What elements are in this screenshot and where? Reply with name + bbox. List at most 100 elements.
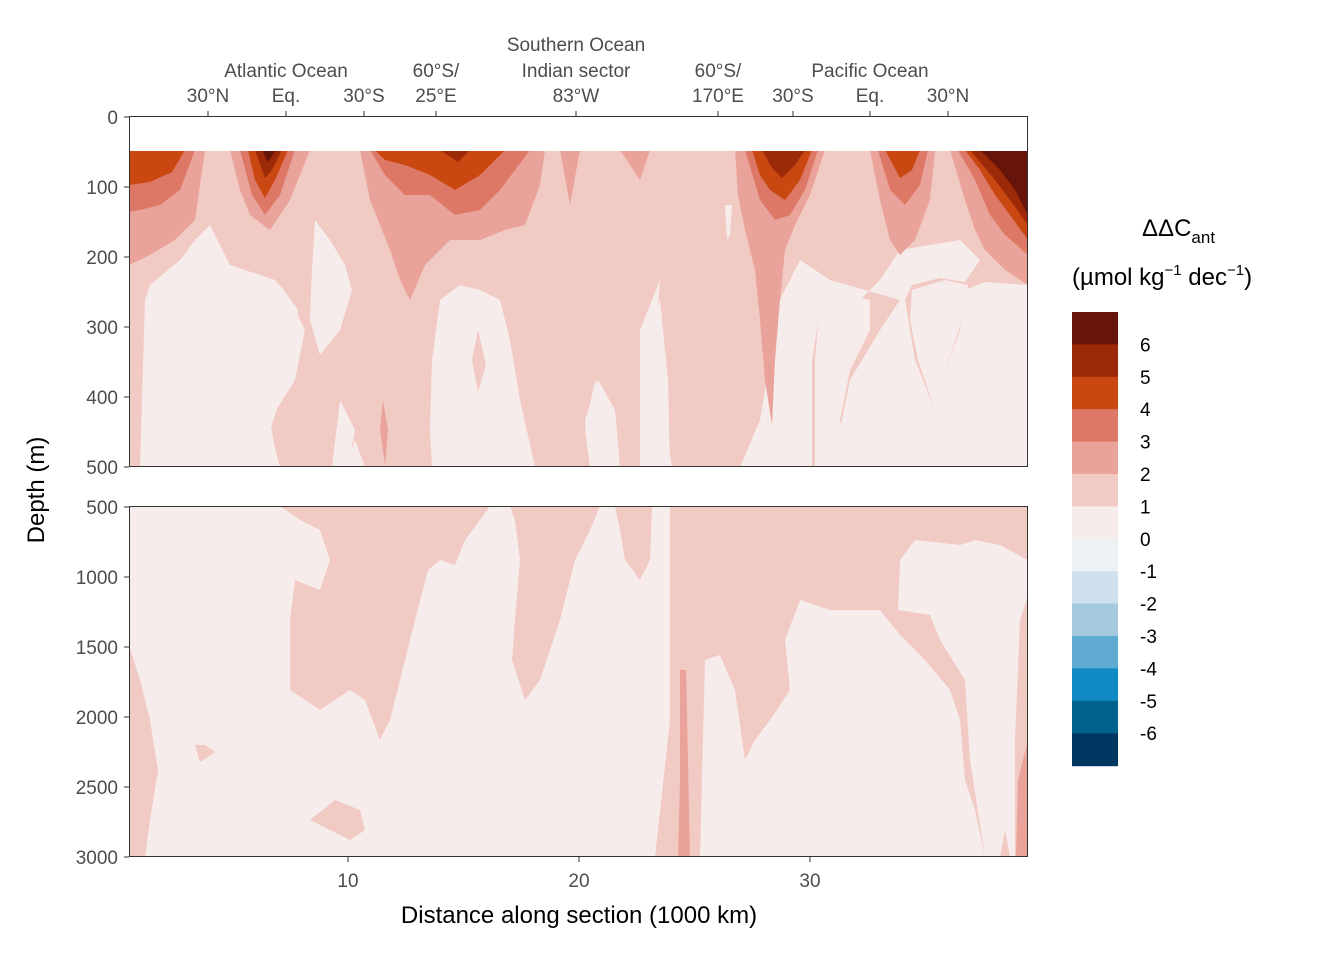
legend-label: 5 bbox=[1140, 368, 1151, 389]
region-label-pacific: Pacific Ocean bbox=[811, 61, 928, 82]
top-tick-label: 30°S bbox=[772, 86, 813, 107]
field-level-6 bbox=[980, 150, 1028, 215]
field-level-0-pocket bbox=[700, 655, 755, 857]
legend-swatch bbox=[1072, 312, 1118, 345]
region-label-southern-line2: Indian sector bbox=[522, 61, 631, 82]
legend-swatch bbox=[1072, 571, 1118, 605]
y-tick-label: 1000 bbox=[76, 568, 118, 589]
legend-labels: 6 5 4 3 2 1 0 -1 -2 -3 -4 -5 -6 bbox=[1140, 335, 1157, 745]
legend-swatch bbox=[1072, 668, 1118, 702]
field-level-0-pocket bbox=[140, 240, 298, 467]
legend-swatch bbox=[1072, 733, 1118, 767]
legend-label: -3 bbox=[1140, 627, 1157, 648]
x-axis-title: Distance along section (1000 km) bbox=[401, 902, 757, 929]
field-level-3 bbox=[878, 150, 928, 205]
legend-swatch bbox=[1072, 441, 1118, 475]
field-level-0-pocket bbox=[332, 400, 355, 467]
legend-swatch bbox=[1072, 344, 1118, 378]
field-level-1 bbox=[280, 506, 1028, 857]
legend-label: -4 bbox=[1140, 659, 1157, 680]
top-axis: Atlantic Ocean Southern Ocean Indian sec… bbox=[187, 35, 969, 116]
legend-label: 3 bbox=[1140, 433, 1151, 454]
y-tick-label: 0 bbox=[107, 108, 118, 129]
legend-swatch bbox=[1072, 474, 1118, 507]
field-level-1 bbox=[310, 800, 365, 840]
field-level-0-pocket bbox=[815, 292, 870, 467]
panel-lower bbox=[129, 506, 1028, 857]
legend-swatch bbox=[1072, 376, 1118, 410]
top-tick-label: 83°W bbox=[553, 86, 600, 107]
legend-swatch bbox=[1072, 636, 1118, 669]
field-level-6 bbox=[262, 150, 276, 162]
legend-title: ΔΔCant bbox=[1142, 215, 1215, 247]
y-tick-label: 500 bbox=[86, 458, 118, 479]
surface-gap bbox=[129, 116, 1028, 151]
field-level-0-pocket bbox=[645, 300, 670, 467]
y-tick-label: 2500 bbox=[76, 778, 118, 799]
top-tick-label-line2: 170°E bbox=[692, 86, 744, 107]
legend-label: -2 bbox=[1140, 595, 1157, 616]
legend-colorbar bbox=[1072, 312, 1118, 767]
field-level-2 bbox=[678, 670, 690, 857]
field-level-2-sliver bbox=[380, 400, 388, 465]
field-level-4 bbox=[885, 150, 920, 178]
x-tick-label: 20 bbox=[568, 871, 589, 892]
field-level-4 bbox=[375, 150, 505, 190]
region-label-atlantic: Atlantic Ocean bbox=[224, 61, 348, 82]
y-axis-lower: 500 1000 1500 2000 2500 3000 bbox=[76, 498, 129, 869]
legend-label: -5 bbox=[1140, 692, 1157, 713]
legend-swatch bbox=[1072, 538, 1118, 572]
legend-label: 6 bbox=[1140, 335, 1151, 356]
y-axis-upper: 0 100 200 300 400 500 bbox=[86, 108, 129, 479]
x-tick-label: 30 bbox=[799, 871, 820, 892]
field-level-2 bbox=[620, 150, 650, 180]
legend-swatch bbox=[1072, 506, 1118, 540]
y-tick-label: 500 bbox=[86, 498, 118, 519]
y-tick-label: 400 bbox=[86, 388, 118, 409]
field-level-0-sliver bbox=[725, 205, 732, 240]
legend-label: 2 bbox=[1140, 465, 1151, 486]
field-level-0-pocket bbox=[310, 220, 352, 355]
panel-upper-frame bbox=[129, 116, 1028, 467]
field-level-5 bbox=[255, 150, 282, 178]
top-tick-label: Eq. bbox=[856, 86, 885, 107]
field-level-1-sliver bbox=[472, 330, 486, 392]
y-tick-label: 300 bbox=[86, 318, 118, 339]
top-tick-label-line2: 25°E bbox=[415, 86, 456, 107]
field-level-0-pocket bbox=[585, 380, 620, 467]
x-tick-label: 10 bbox=[337, 871, 358, 892]
legend-units: (µmol kg−1 dec−1) bbox=[1072, 262, 1252, 291]
x-axis: 10 20 30 bbox=[337, 857, 821, 892]
legend-label: 4 bbox=[1140, 400, 1151, 421]
y-tick-label: 1500 bbox=[76, 638, 118, 659]
field-level-5 bbox=[440, 150, 470, 162]
field-level-4 bbox=[129, 150, 185, 185]
top-tick-label: 30°S bbox=[343, 86, 384, 107]
legend-label: -6 bbox=[1140, 724, 1157, 745]
legend-swatch bbox=[1072, 603, 1118, 637]
y-tick-label: 100 bbox=[86, 178, 118, 199]
region-label-southern-line1: Southern Ocean bbox=[507, 35, 645, 56]
field-level-2 bbox=[560, 150, 580, 205]
top-tick-label: 30°N bbox=[187, 86, 229, 107]
field-level-1 bbox=[195, 745, 215, 762]
legend-label: 0 bbox=[1140, 530, 1151, 551]
top-tick-label: Eq. bbox=[272, 86, 301, 107]
top-tick-label-line1: 60°S/ bbox=[695, 61, 742, 82]
legend-swatch bbox=[1072, 409, 1118, 443]
field-level-2 bbox=[735, 150, 825, 425]
field-level-2 bbox=[1016, 740, 1028, 857]
legend-label: 1 bbox=[1140, 497, 1151, 518]
legend-label: -1 bbox=[1140, 562, 1157, 583]
y-tick-label: 3000 bbox=[76, 848, 118, 869]
y-tick-label: 2000 bbox=[76, 708, 118, 729]
panel-lower-frame bbox=[129, 506, 1028, 857]
y-tick-label: 200 bbox=[86, 248, 118, 269]
panel-upper bbox=[129, 116, 1028, 467]
top-tick-label: 30°N bbox=[927, 86, 969, 107]
top-tick-label-line1: 60°S/ bbox=[413, 61, 460, 82]
legend-swatch bbox=[1072, 700, 1118, 734]
field-level-5 bbox=[762, 150, 805, 178]
y-axis-title: Depth (m) bbox=[23, 437, 50, 544]
